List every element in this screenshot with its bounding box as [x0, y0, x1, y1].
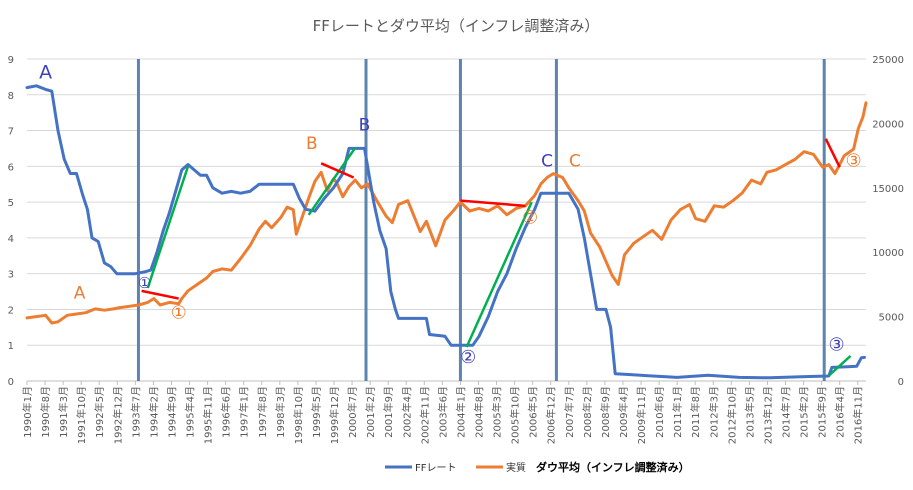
trend-line-green — [828, 355, 852, 377]
x-tick-label: 2003年6月 — [436, 386, 449, 438]
x-tick-label: 1991年10月 — [75, 386, 88, 444]
x-tick-label: 1994年2月 — [147, 386, 160, 438]
annotation-label: ③ — [846, 150, 862, 171]
x-tick-label: 1991年3月 — [57, 386, 70, 438]
annotation-label: B — [306, 134, 318, 154]
y-left-tick-label: 7 — [8, 127, 14, 138]
x-tick-label: 2001年2月 — [364, 386, 377, 438]
x-tick-label: 1994年9月 — [165, 386, 178, 438]
y-right-tick-label: 15000 — [872, 184, 904, 195]
x-tick-label: 1993年7月 — [129, 386, 142, 438]
x-tick-label: 1990年8月 — [39, 386, 52, 438]
annotation-label: ① — [171, 302, 187, 323]
trend-lines — [141, 138, 852, 377]
annotation-label: A — [74, 284, 86, 304]
y-right-tick-label: 0 — [898, 377, 904, 388]
x-tick-label: 2012年3月 — [707, 386, 720, 438]
x-tick-label: 1997年8月 — [256, 386, 269, 438]
x-tick-label: 2002年4月 — [400, 386, 413, 438]
x-tick-label: 2009年4月 — [617, 386, 630, 438]
annotation-label: ② — [460, 347, 476, 368]
x-tick-label: 1997年1月 — [238, 386, 251, 438]
x-tick-label: 2013年12月 — [761, 386, 774, 444]
x-tick-label: 2008年2月 — [581, 386, 594, 438]
grid — [27, 58, 866, 382]
x-tick-label: 2005年3月 — [491, 386, 504, 438]
x-tick-label: 2006年12月 — [545, 386, 558, 444]
y-right-tick-label: 10000 — [872, 248, 904, 259]
x-tick-label: 2008年9月 — [599, 386, 612, 438]
annotation-label: ③ — [829, 335, 845, 356]
x-tick-label: 1999年5月 — [310, 386, 323, 438]
legend-label-dow: ダウ平均（インフレ調整済み） — [536, 460, 690, 474]
legend-label-ff-rate: FFレート — [415, 463, 457, 474]
y-left-tick-label: 0 — [8, 377, 14, 388]
x-tick-label: 2007年7月 — [563, 386, 576, 438]
legend: FFレート 実質 ダウ平均（インフレ調整済み） — [385, 460, 690, 474]
y-left-tick-label: 2 — [8, 305, 14, 316]
x-tick-label: 1999年12月 — [328, 386, 341, 444]
x-tick-label: 2010年6月 — [653, 386, 666, 438]
y-left-tick-label: 8 — [8, 91, 14, 102]
annotation-label: ① — [138, 274, 151, 292]
series-line-dow — [25, 101, 868, 325]
series-line-ff-rate — [25, 84, 866, 380]
y-left-tick-label: 4 — [8, 234, 14, 245]
axes: 0 1 2 3 4 5 6 7 8 9 0 5000 10000 15000 20000 25000 1990年… — [8, 55, 904, 444]
y-left-tick-label: 5 — [8, 198, 14, 209]
x-tick-label: 2001年9月 — [382, 386, 395, 438]
x-tick-label: 2015年2月 — [798, 386, 811, 438]
x-tick-label: 2002年11月 — [418, 386, 431, 444]
x-tick-label: 2012年10月 — [725, 386, 738, 444]
trend-line-red — [320, 162, 355, 179]
y-left-tick-label: 1 — [8, 341, 14, 352]
x-tick-label: 2016年11月 — [852, 386, 865, 444]
x-tick-label: 1995年11月 — [202, 386, 215, 444]
y-left-tick-label: 6 — [8, 162, 14, 173]
trend-line-red — [141, 289, 179, 300]
x-tick-label: 1992年5月 — [93, 386, 106, 438]
vertical-lines — [136, 59, 826, 381]
trend-line-green — [146, 165, 190, 289]
x-tick-label: 2005年10月 — [509, 386, 522, 444]
x-tick-label: 2006年5月 — [527, 386, 540, 438]
annotation-label: B — [359, 116, 371, 136]
chart-title: FFレートとダウ平均（インフレ調整済み） — [313, 17, 600, 35]
y-left-tick-label: 3 — [8, 270, 14, 281]
x-tick-label: 2009年11月 — [635, 386, 648, 444]
y-left-tick-label: 9 — [8, 55, 14, 66]
trend-line-red — [460, 199, 526, 208]
trend-line-red — [824, 138, 841, 168]
x-tick-label: 2004年1月 — [454, 386, 467, 438]
x-tick-label: 1998年3月 — [274, 386, 287, 438]
trend-line-green — [465, 201, 533, 348]
annotation-label: C — [541, 151, 553, 171]
annotations: A A B B C C ① ① ② ② ③ ③ — [39, 62, 862, 368]
x-tick-label: 1998年10月 — [292, 386, 305, 444]
annotation-label: C — [569, 151, 581, 171]
y-right-tick-label: 5000 — [879, 313, 904, 324]
annotation-label: ② — [522, 208, 538, 229]
x-tick-label: 1996年6月 — [220, 386, 233, 438]
x-tick-label: 1990年1月 — [21, 386, 34, 438]
y-right-tick-label: 25000 — [872, 55, 904, 66]
x-tick-label: 2011年1月 — [671, 386, 684, 438]
x-tick-label: 2014年7月 — [780, 386, 793, 438]
legend-label-dow-prefix: 実質 — [506, 461, 526, 474]
x-tick-label: 1995年4月 — [184, 386, 197, 438]
x-tick-label: 2016年4月 — [834, 386, 847, 438]
x-tick-label: 2000年7月 — [346, 386, 359, 438]
series-lines — [25, 84, 868, 380]
x-tick-label: 2015年9月 — [816, 386, 829, 438]
y-right-tick-label: 20000 — [872, 119, 904, 130]
x-tick-label: 2011年8月 — [689, 386, 702, 438]
trend-line-green — [307, 147, 357, 216]
x-tick-label: 1992年12月 — [111, 386, 124, 444]
x-tick-label: 2013年5月 — [743, 386, 756, 438]
x-tick-label: 2004年8月 — [472, 386, 485, 438]
annotation-label: A — [39, 62, 52, 84]
